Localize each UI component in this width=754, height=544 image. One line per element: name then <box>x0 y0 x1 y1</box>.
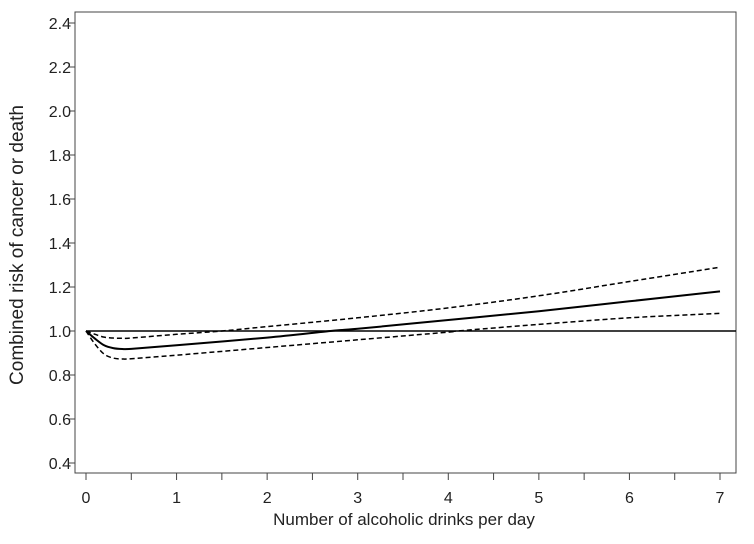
x-tick-label: 6 <box>625 490 634 507</box>
plot-frame <box>74 11 737 474</box>
y-tick-label: 1.0 <box>49 324 71 341</box>
x-tick-label: 5 <box>534 490 543 507</box>
series-upper-confidence-limit <box>85 266 721 340</box>
series-estimate <box>85 290 721 351</box>
y-tick-label: 0.8 <box>49 368 71 385</box>
x-tick-label: 0 <box>82 490 91 507</box>
y-tick-label: 1.4 <box>49 236 71 253</box>
y-tick-label: 1.6 <box>49 192 71 209</box>
y-tick-label: 2.2 <box>49 60 71 77</box>
y-tick-label: 1.8 <box>49 148 71 165</box>
y-tick-label: 0.4 <box>49 456 71 473</box>
x-tick-label: 2 <box>263 490 272 507</box>
x-tick-label: 4 <box>444 490 453 507</box>
y-tick-label: 0.6 <box>49 412 71 429</box>
series-lower-confidence-limit <box>85 312 721 360</box>
x-tick-label: 3 <box>353 490 362 507</box>
x-tick-label: 7 <box>716 490 725 507</box>
y-tick-label: 1.2 <box>49 280 71 297</box>
y-tick-label: 2.4 <box>49 16 71 33</box>
y-tick-label: 2.0 <box>49 104 71 121</box>
x-tick-label: 1 <box>172 490 181 507</box>
y-axis-title: Combined risk of cancer or death <box>7 105 28 385</box>
x-axis-title: Number of alcoholic drinks per day <box>273 510 535 529</box>
